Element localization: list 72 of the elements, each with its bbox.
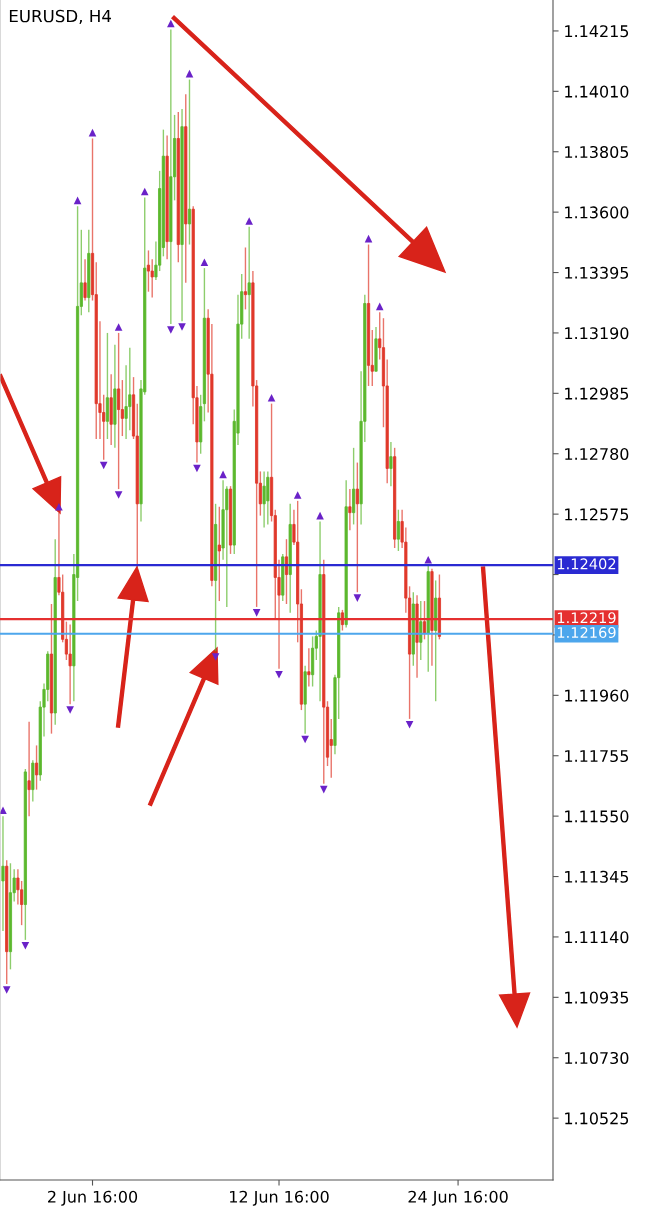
point (2, 986, 11, 994)
point (55, 502, 63, 511)
y-tick-label: 1.11550 (565, 810, 629, 823)
candlestick (120, 379, 124, 437)
point (114, 323, 123, 331)
point (375, 302, 384, 311)
candlestick (307, 647, 311, 688)
point (219, 470, 227, 479)
point (167, 326, 175, 334)
y-tick-label: 1.12985 (565, 387, 629, 400)
candlestick (389, 441, 393, 487)
y-tick-label: 1.11755 (565, 750, 629, 763)
point (245, 217, 253, 225)
candlestick (1, 815, 5, 932)
candlestick (117, 332, 121, 490)
point (353, 594, 362, 602)
ref-line-label: 1.12219 (557, 612, 616, 624)
y-tick-label: 1.13805 (565, 145, 629, 159)
text: EURUSD, H4 (9, 9, 112, 25)
ref-line-label: 1.12169 (557, 626, 616, 638)
candlestick (247, 226, 251, 340)
y-tick-label: 1.11140 (565, 931, 629, 944)
candlestick (262, 470, 266, 529)
candlestick (34, 744, 39, 791)
ref-line-label: 1.12402 (557, 558, 616, 570)
y-tick-label: 1.10935 (565, 991, 629, 1004)
point (99, 461, 108, 470)
point (114, 491, 123, 499)
point (0, 806, 7, 815)
candlestick (243, 246, 248, 311)
point (140, 187, 149, 196)
x-tick-label: 12 Jun 16:00 (230, 1190, 329, 1206)
candlestick (348, 488, 352, 532)
point (200, 258, 209, 267)
point (275, 670, 283, 679)
point (167, 19, 175, 28)
point (178, 323, 186, 331)
point (267, 393, 276, 402)
y-tick-label: 1.11960 (565, 689, 629, 702)
candlestick (105, 332, 110, 440)
y-tick-label: 1.13395 (565, 266, 629, 279)
point (301, 735, 309, 744)
point (319, 785, 328, 794)
candlestick (396, 509, 400, 552)
candlestick (352, 447, 356, 526)
candlestick (83, 258, 87, 302)
point (66, 706, 74, 714)
candlestick (355, 461, 359, 593)
y-tick-label: 1.14215 (565, 25, 629, 38)
candlestick (27, 721, 31, 817)
y-tick-label: 1.14010 (565, 85, 629, 98)
point (293, 491, 302, 499)
point (211, 653, 220, 661)
y-tick-label: 1.10525 (565, 1112, 629, 1125)
y-tick-label: 1.13190 (565, 327, 629, 340)
candlestick (217, 506, 221, 602)
point (73, 196, 82, 205)
candlestick (187, 78, 192, 246)
point (21, 941, 30, 950)
y-tick-label: 1.10730 (565, 1051, 629, 1065)
candlestick (68, 623, 72, 705)
y-tick-label: 1.12780 (565, 447, 629, 461)
point (252, 609, 261, 617)
point (405, 720, 414, 729)
y-tick-label: 1.11345 (565, 870, 629, 883)
point (424, 556, 433, 564)
x-tick-label: 2 Jun 16:00 (48, 1190, 138, 1206)
candlestick (266, 470, 270, 526)
y-tick-label: 1.13600 (565, 206, 629, 219)
x-tick-label: 24 Jun 16:00 (408, 1190, 508, 1206)
y-tick-label: 1.12575 (565, 508, 629, 521)
candlestick (419, 600, 423, 661)
